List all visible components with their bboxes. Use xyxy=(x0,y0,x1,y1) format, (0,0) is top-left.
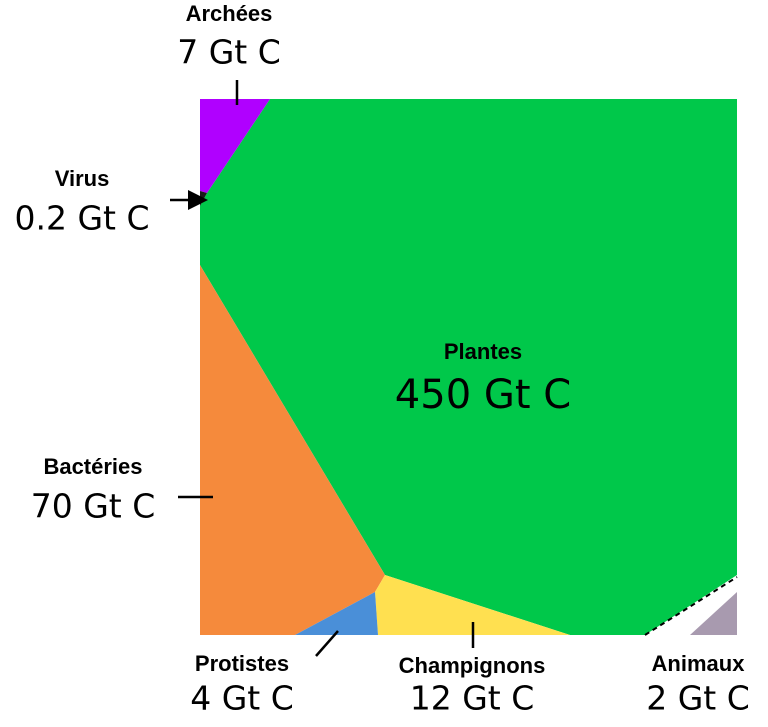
value-label: 450 Gt C xyxy=(395,372,571,418)
value-label: 2 Gt C xyxy=(646,679,750,718)
cell xyxy=(200,265,385,635)
category-label: Protistes xyxy=(195,651,289,676)
category-label: Archées xyxy=(186,1,273,26)
cell xyxy=(375,575,570,635)
cell xyxy=(200,99,270,193)
value-label: 0.2 Gt C xyxy=(14,199,149,238)
category-label: Champignons xyxy=(399,653,546,678)
value-label: 4 Gt C xyxy=(190,679,294,718)
cell xyxy=(295,592,378,635)
labels: Plantes 450 Gt C Bactéries 70 Gt C Champigno… xyxy=(14,1,749,718)
category-label: Bactéries xyxy=(43,454,142,479)
leader-line xyxy=(315,630,339,657)
value-label: 12 Gt C xyxy=(410,679,535,718)
category-label: Plantes xyxy=(444,339,522,364)
value-label: 7 Gt C xyxy=(177,33,281,72)
cell xyxy=(200,99,737,635)
value-label: 70 Gt C xyxy=(31,487,156,526)
cell xyxy=(690,592,737,635)
category-label: Virus xyxy=(55,166,110,191)
animaux-boundary xyxy=(644,576,738,636)
category-label: Animaux xyxy=(652,651,746,676)
cells xyxy=(200,99,737,635)
